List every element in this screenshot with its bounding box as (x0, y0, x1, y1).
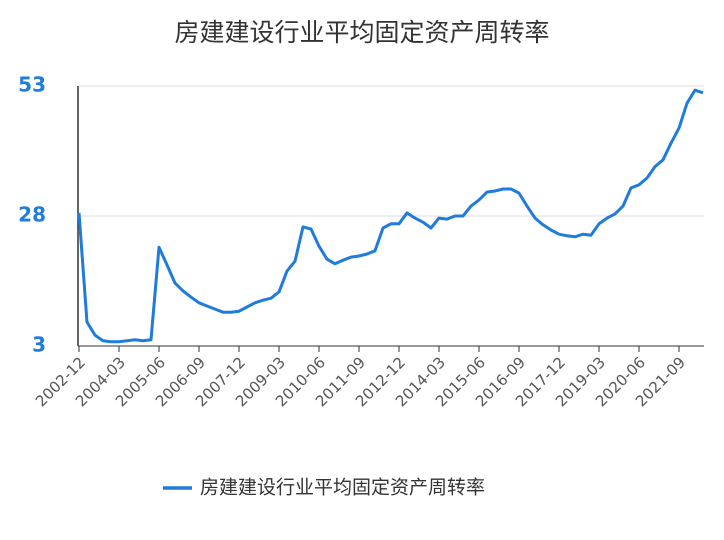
y-tick-label: 28 (18, 203, 46, 227)
y-tick-label: 53 (18, 73, 46, 97)
y-tick-label: 3 (32, 333, 46, 357)
data-line (77, 88, 704, 344)
chart-title: 房建建设行业平均固定资产周转率 (174, 18, 549, 47)
legend-label: 房建建设行业平均固定资产周转率 (200, 477, 485, 499)
